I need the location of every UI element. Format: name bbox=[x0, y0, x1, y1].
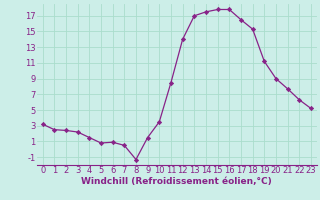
X-axis label: Windchill (Refroidissement éolien,°C): Windchill (Refroidissement éolien,°C) bbox=[81, 177, 272, 186]
